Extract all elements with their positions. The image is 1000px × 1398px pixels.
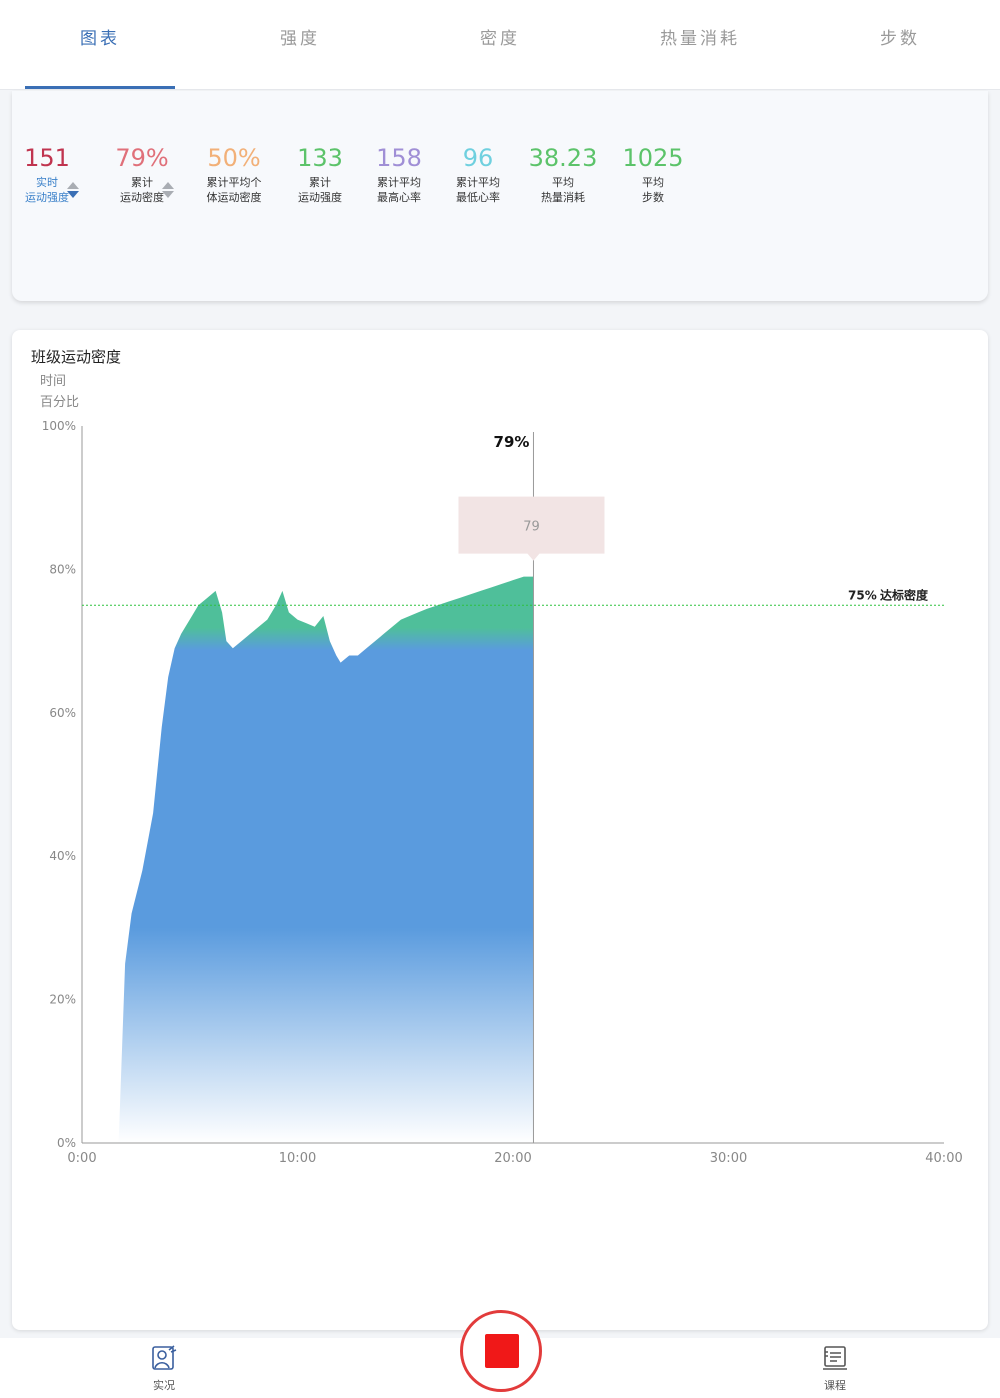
- stat-label-line1: 实时: [36, 176, 58, 189]
- stat-realtime-intensity: 151 实时 运动强度: [12, 143, 82, 205]
- stat-label-line1: 平均: [642, 176, 664, 189]
- stat-value: 96: [462, 144, 494, 172]
- stat-avg-calories: 38.23 平均 热量消耗: [524, 143, 602, 205]
- sort-desc-icon: [162, 191, 174, 198]
- tab-steps[interactable]: 步数: [880, 29, 920, 49]
- density-area: [118, 576, 534, 1143]
- target-density-value: 75%: [848, 588, 877, 602]
- chart-title: 班级运动密度: [31, 348, 122, 366]
- stat-cumulative-intensity: 133 累计 运动强度: [288, 143, 352, 205]
- stat-label-line2: 运动强度: [25, 191, 69, 204]
- tab-calories[interactable]: 热量消耗: [660, 29, 740, 49]
- top-tab-bar: 图表 强度 密度 热量消耗 步数: [0, 0, 1000, 90]
- stat-value: 50%: [207, 144, 261, 172]
- stat-avg-max-heart-rate: 158 累计平均 最高心率: [366, 143, 432, 205]
- x-tick-label: 10:00: [279, 1151, 316, 1166]
- y-tick-label: 40%: [49, 849, 76, 863]
- stat-label-line2: 运动强度: [298, 191, 342, 204]
- chart-yaxis-caption: 百分比: [40, 395, 80, 410]
- stat-cumulative-density: 79% 累计 运动密度: [104, 143, 180, 205]
- stat-label-line2: 运动密度: [120, 191, 164, 204]
- y-tick-label: 60%: [49, 706, 76, 720]
- stat-avg-min-heart-rate: 96 累计平均 最低心率: [445, 143, 511, 205]
- stat-label: 实时 运动强度: [12, 175, 82, 205]
- sort-asc-icon: [162, 182, 174, 189]
- stat-value: 79%: [115, 144, 169, 172]
- cursor-tooltip: [458, 496, 605, 561]
- y-tick-label: 20%: [49, 993, 76, 1007]
- y-tick-label: 0%: [57, 1136, 76, 1150]
- course-list-icon: [823, 1346, 847, 1370]
- stat-label: 累计平均 最低心率: [445, 175, 511, 205]
- stat-label-line1: 累计: [131, 176, 153, 189]
- stop-button[interactable]: [460, 1310, 542, 1392]
- stat-avg-individual-density: 50% 累计平均个 体运动密度: [194, 143, 274, 205]
- stat-value: 151: [24, 144, 70, 172]
- stat-value: 133: [297, 144, 343, 172]
- stat-value: 1025: [622, 144, 684, 172]
- x-tick-label: 0:00: [67, 1151, 96, 1166]
- tab-intensity[interactable]: 强度: [280, 29, 320, 49]
- stop-icon: [485, 1334, 519, 1368]
- y-tick-label: 80%: [49, 562, 76, 576]
- density-area-chart[interactable]: 0% 20% 40% 60% 80% 100% 0:00 10:00 20:00 30:00 40:…: [12, 330, 988, 1330]
- stat-value: 38.23: [528, 144, 598, 172]
- chart-xaxis-caption: 时间: [40, 374, 67, 389]
- stat-label-line2: 体运动密度: [206, 191, 262, 204]
- target-density-label: 达标密度: [880, 587, 929, 602]
- nav-course-label: 课程: [824, 1379, 846, 1392]
- cursor-value-label: 79%: [494, 433, 530, 451]
- stat-label: 累计平均 最高心率: [366, 175, 432, 205]
- stat-label-line1: 累计: [309, 176, 331, 189]
- tab-chart[interactable]: 图表: [80, 29, 120, 49]
- stat-label: 平均 热量消耗: [524, 175, 602, 205]
- stat-label-line2: 步数: [642, 191, 664, 204]
- sort-toggle-intensity[interactable]: [66, 181, 80, 203]
- stats-panel: 151 实时 运动强度 79% 累计 运动密度 50% 累计平均个 体运动密度 …: [12, 91, 988, 301]
- live-person-icon: [152, 1345, 177, 1370]
- tab-density[interactable]: 密度: [480, 29, 520, 49]
- stat-label-line1: 平均: [552, 176, 574, 189]
- stat-label-line1: 累计平均: [377, 176, 421, 189]
- sort-toggle-density[interactable]: [161, 181, 175, 203]
- stat-label: 累计 运动密度: [104, 175, 180, 205]
- stat-label: 累计平均个 体运动密度: [194, 175, 274, 205]
- x-tick-label: 40:00: [925, 1151, 962, 1166]
- sort-desc-icon: [67, 191, 79, 198]
- x-tick-label: 30:00: [710, 1151, 747, 1166]
- density-chart-card: 班级运动密度 时间 百分比 0% 20% 40% 60% 80% 100% 0:00 10:0…: [12, 330, 988, 1330]
- stat-label: 累计 运动强度: [288, 175, 352, 205]
- nav-course[interactable]: 课程: [805, 1344, 865, 1393]
- stat-label-line1: 累计平均: [456, 176, 500, 189]
- stat-label-line2: 最高心率: [377, 191, 421, 204]
- y-tick-label: 100%: [42, 419, 76, 433]
- stat-avg-steps: 1025 平均 步数: [618, 143, 688, 205]
- stat-label-line2: 最低心率: [456, 191, 500, 204]
- nav-live-label: 实况: [153, 1379, 175, 1392]
- stat-label-line1: 累计平均个: [206, 176, 262, 189]
- active-tab-indicator: [25, 86, 175, 89]
- stat-value: 158: [376, 144, 422, 172]
- sort-asc-icon: [67, 182, 79, 189]
- stat-label-line2: 热量消耗: [541, 191, 585, 204]
- stat-label: 平均 步数: [618, 175, 688, 205]
- cursor-tooltip-value: 79: [523, 520, 540, 535]
- x-tick-label: 20:00: [494, 1151, 531, 1166]
- nav-live[interactable]: 实况: [134, 1344, 194, 1393]
